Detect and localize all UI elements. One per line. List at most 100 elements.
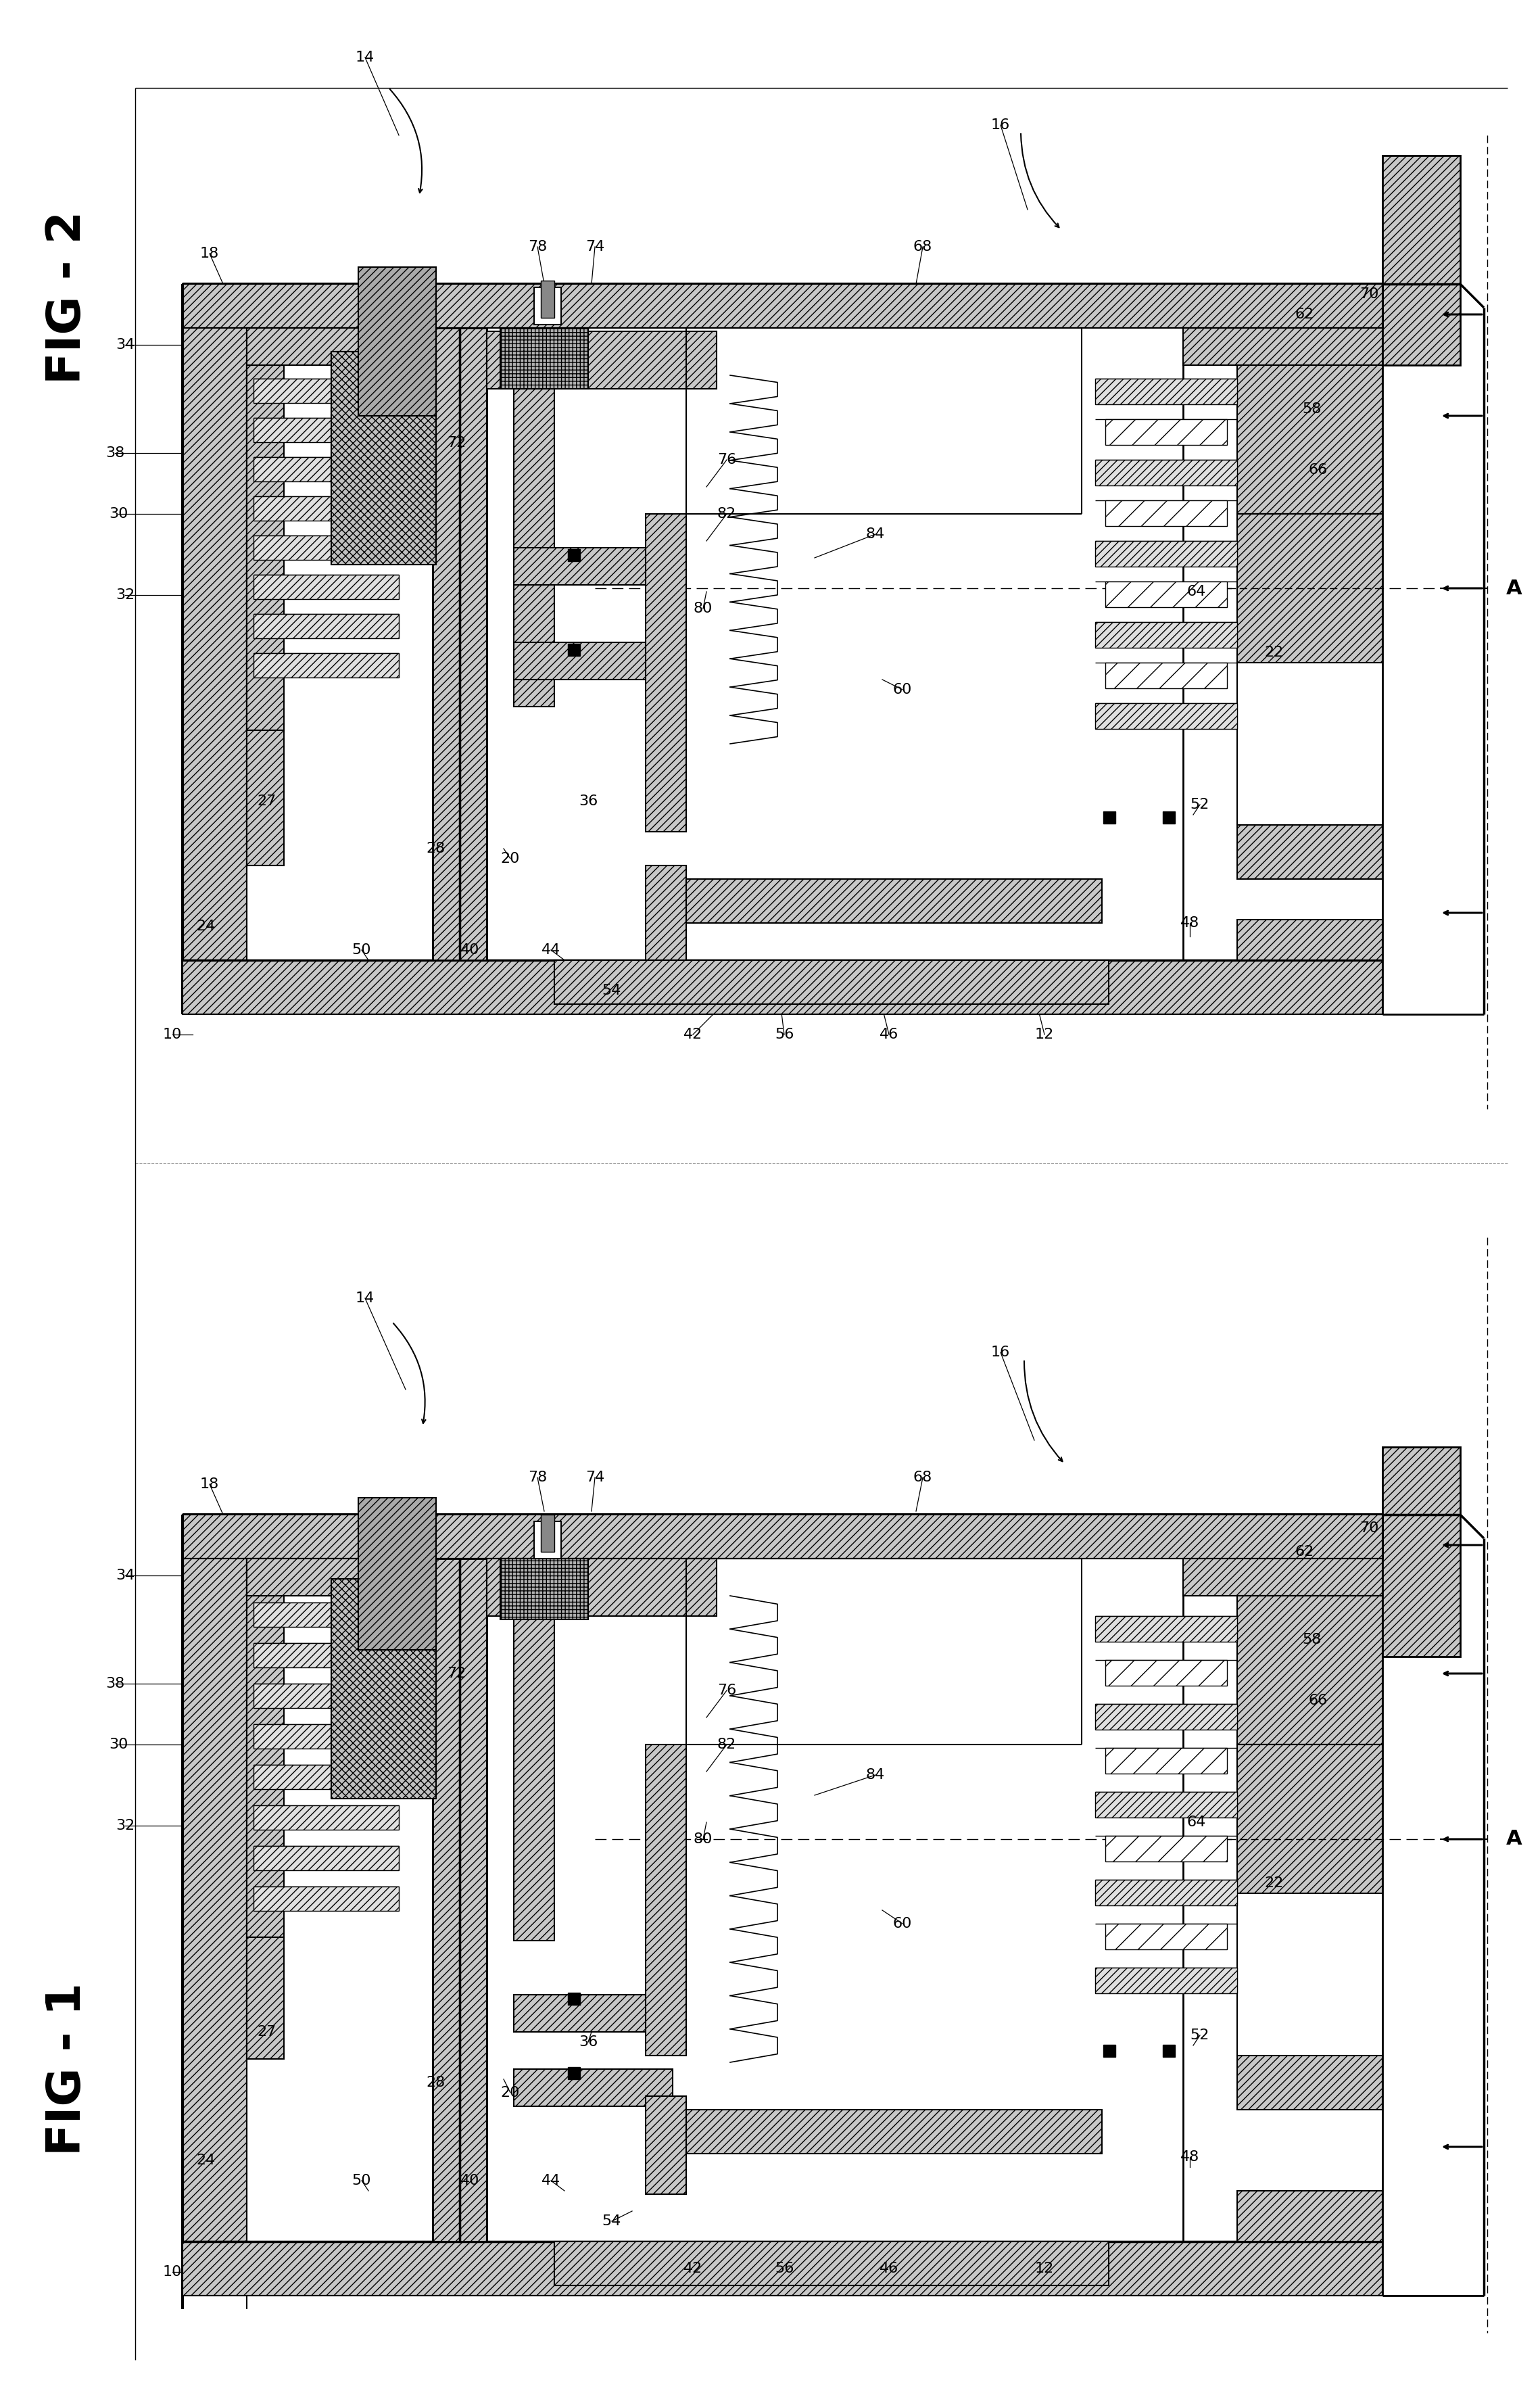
Text: 42: 42 — [684, 1027, 702, 1042]
Bar — [554, 960, 1109, 1004]
Text: 48: 48 — [1180, 917, 1200, 929]
Text: 44: 44 — [542, 944, 561, 956]
Text: 18: 18 — [200, 247, 219, 261]
Bar — [645, 515, 687, 831]
Bar — [183, 1514, 1383, 1559]
Bar — [246, 1559, 283, 1938]
Bar — [568, 2067, 581, 2079]
Text: 52: 52 — [1190, 2029, 1209, 2043]
Bar — [254, 496, 399, 520]
Bar — [1237, 2055, 1383, 2110]
Bar — [1237, 2191, 1383, 2242]
Bar — [1237, 920, 1383, 960]
Bar — [254, 457, 399, 481]
Text: 38: 38 — [105, 1676, 125, 1691]
Text: 68: 68 — [913, 1471, 932, 1485]
Bar — [254, 1887, 399, 1911]
Text: 84: 84 — [865, 1768, 885, 1782]
Text: A: A — [1506, 1830, 1523, 1849]
Text: 82: 82 — [718, 508, 736, 520]
Text: 70: 70 — [1360, 1521, 1378, 1535]
Text: 60: 60 — [893, 1916, 912, 1930]
Text: 26: 26 — [373, 1636, 391, 1650]
Bar — [1383, 1447, 1460, 1657]
Text: 22: 22 — [1264, 647, 1284, 659]
Text: 82: 82 — [718, 1739, 736, 1751]
Bar — [183, 1559, 246, 2242]
Text: 27: 27 — [257, 795, 277, 807]
Bar — [1106, 1660, 1227, 1686]
Bar — [254, 1806, 399, 1830]
Text: 40: 40 — [460, 944, 479, 956]
Text: 52: 52 — [1190, 798, 1209, 812]
Text: A: A — [1506, 580, 1523, 599]
Text: 14: 14 — [356, 1291, 374, 1305]
Text: 54: 54 — [602, 2215, 622, 2227]
Bar — [541, 1514, 554, 1552]
Bar — [254, 1765, 399, 1789]
Text: 18: 18 — [200, 1478, 219, 1492]
Bar — [1095, 1703, 1237, 1729]
Bar — [1103, 2045, 1115, 2057]
Text: 32: 32 — [115, 1818, 134, 1832]
Bar — [254, 378, 399, 402]
Bar — [1106, 1837, 1227, 1861]
Bar — [1095, 704, 1237, 728]
Text: 50: 50 — [353, 944, 371, 956]
Text: 16: 16 — [990, 117, 1010, 132]
Bar — [534, 287, 561, 326]
Text: 34: 34 — [115, 338, 134, 352]
Bar — [1163, 2045, 1175, 2057]
Bar — [645, 2096, 687, 2194]
Text: 80: 80 — [693, 1832, 713, 1847]
Bar — [1103, 812, 1115, 824]
Bar — [487, 331, 716, 388]
Text: 27: 27 — [257, 2026, 277, 2038]
Bar — [1095, 1880, 1237, 1906]
Bar — [1095, 1791, 1237, 1818]
Bar — [1106, 663, 1227, 687]
Bar — [1106, 1923, 1227, 1950]
Bar — [254, 575, 399, 599]
Text: 78: 78 — [528, 240, 547, 254]
Text: 80: 80 — [693, 601, 713, 616]
Bar — [645, 1744, 687, 2055]
Text: 24: 24 — [197, 2153, 216, 2167]
Bar — [359, 268, 436, 417]
Text: 50: 50 — [353, 2175, 371, 2187]
Bar — [534, 1521, 561, 1559]
Bar — [254, 536, 399, 560]
Text: 28: 28 — [427, 2076, 445, 2088]
Bar — [514, 1995, 673, 2031]
Text: 78: 78 — [528, 1471, 547, 1485]
Bar — [568, 548, 581, 560]
Bar — [541, 280, 554, 319]
Text: 34: 34 — [115, 1569, 134, 1583]
Bar — [1183, 328, 1383, 364]
Text: 72: 72 — [447, 1667, 467, 1681]
Bar — [1095, 1969, 1237, 1993]
Bar — [1095, 460, 1237, 486]
Text: 36: 36 — [579, 795, 598, 807]
Text: 14: 14 — [356, 50, 374, 65]
Bar — [246, 1559, 433, 1595]
Bar — [514, 2069, 673, 2105]
Text: 48: 48 — [1180, 2151, 1200, 2163]
Bar — [183, 328, 246, 963]
Bar — [1163, 812, 1175, 824]
Bar — [645, 865, 687, 960]
Text: 12: 12 — [1035, 2261, 1053, 2275]
Bar — [487, 1559, 716, 1617]
Text: 16: 16 — [990, 1346, 1010, 1358]
Bar — [183, 960, 1383, 1013]
Text: 24: 24 — [197, 920, 216, 934]
Text: 54: 54 — [602, 984, 622, 996]
Text: 22: 22 — [1264, 1875, 1284, 1890]
Text: 62: 62 — [1295, 1545, 1314, 1559]
Bar — [514, 548, 673, 584]
Bar — [568, 644, 581, 656]
Bar — [1106, 582, 1227, 608]
Text: 46: 46 — [879, 1027, 898, 1042]
Bar — [514, 388, 554, 707]
Text: 84: 84 — [865, 527, 885, 541]
